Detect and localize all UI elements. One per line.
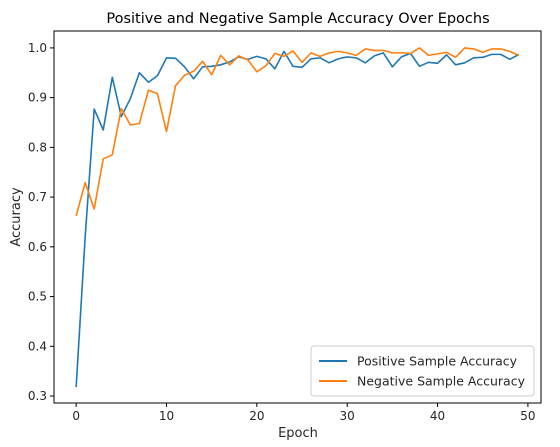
y-tick-label: 0.3 — [28, 389, 47, 403]
series-line-positive — [76, 51, 519, 387]
y-tick-label: 0.6 — [28, 240, 47, 254]
x-tick-label: 30 — [340, 409, 355, 423]
series-line-negative — [76, 48, 519, 216]
legend: Positive Sample Accuracy Negative Sample… — [311, 346, 534, 396]
y-tick-label: 0.9 — [28, 91, 47, 105]
y-tick-label: 0.5 — [28, 290, 47, 304]
x-tick-label: 0 — [72, 409, 80, 423]
legend-label-negative: Negative Sample Accuracy — [357, 374, 526, 389]
y-tick-label: 0.7 — [28, 190, 47, 204]
x-tick-label: 20 — [249, 409, 264, 423]
y-tick-label: 0.8 — [28, 140, 47, 154]
y-axis-label: Accuracy — [9, 187, 24, 247]
legend-label-positive: Positive Sample Accuracy — [357, 354, 518, 369]
x-tick-label: 40 — [430, 409, 445, 423]
x-axis-label: Epoch — [278, 426, 318, 441]
chart-title: Positive and Negative Sample Accuracy Ov… — [106, 11, 489, 27]
y-axis: 0.3 0.4 0.5 0.6 0.7 0.8 0.9 1.0 — [28, 41, 54, 403]
x-axis: 0 10 20 30 40 50 — [72, 403, 535, 423]
y-tick-label: 0.4 — [28, 339, 47, 353]
y-tick-label: 1.0 — [28, 41, 47, 55]
x-tick-label: 10 — [159, 409, 174, 423]
plot-lines — [76, 48, 519, 387]
x-tick-label: 50 — [520, 409, 535, 423]
